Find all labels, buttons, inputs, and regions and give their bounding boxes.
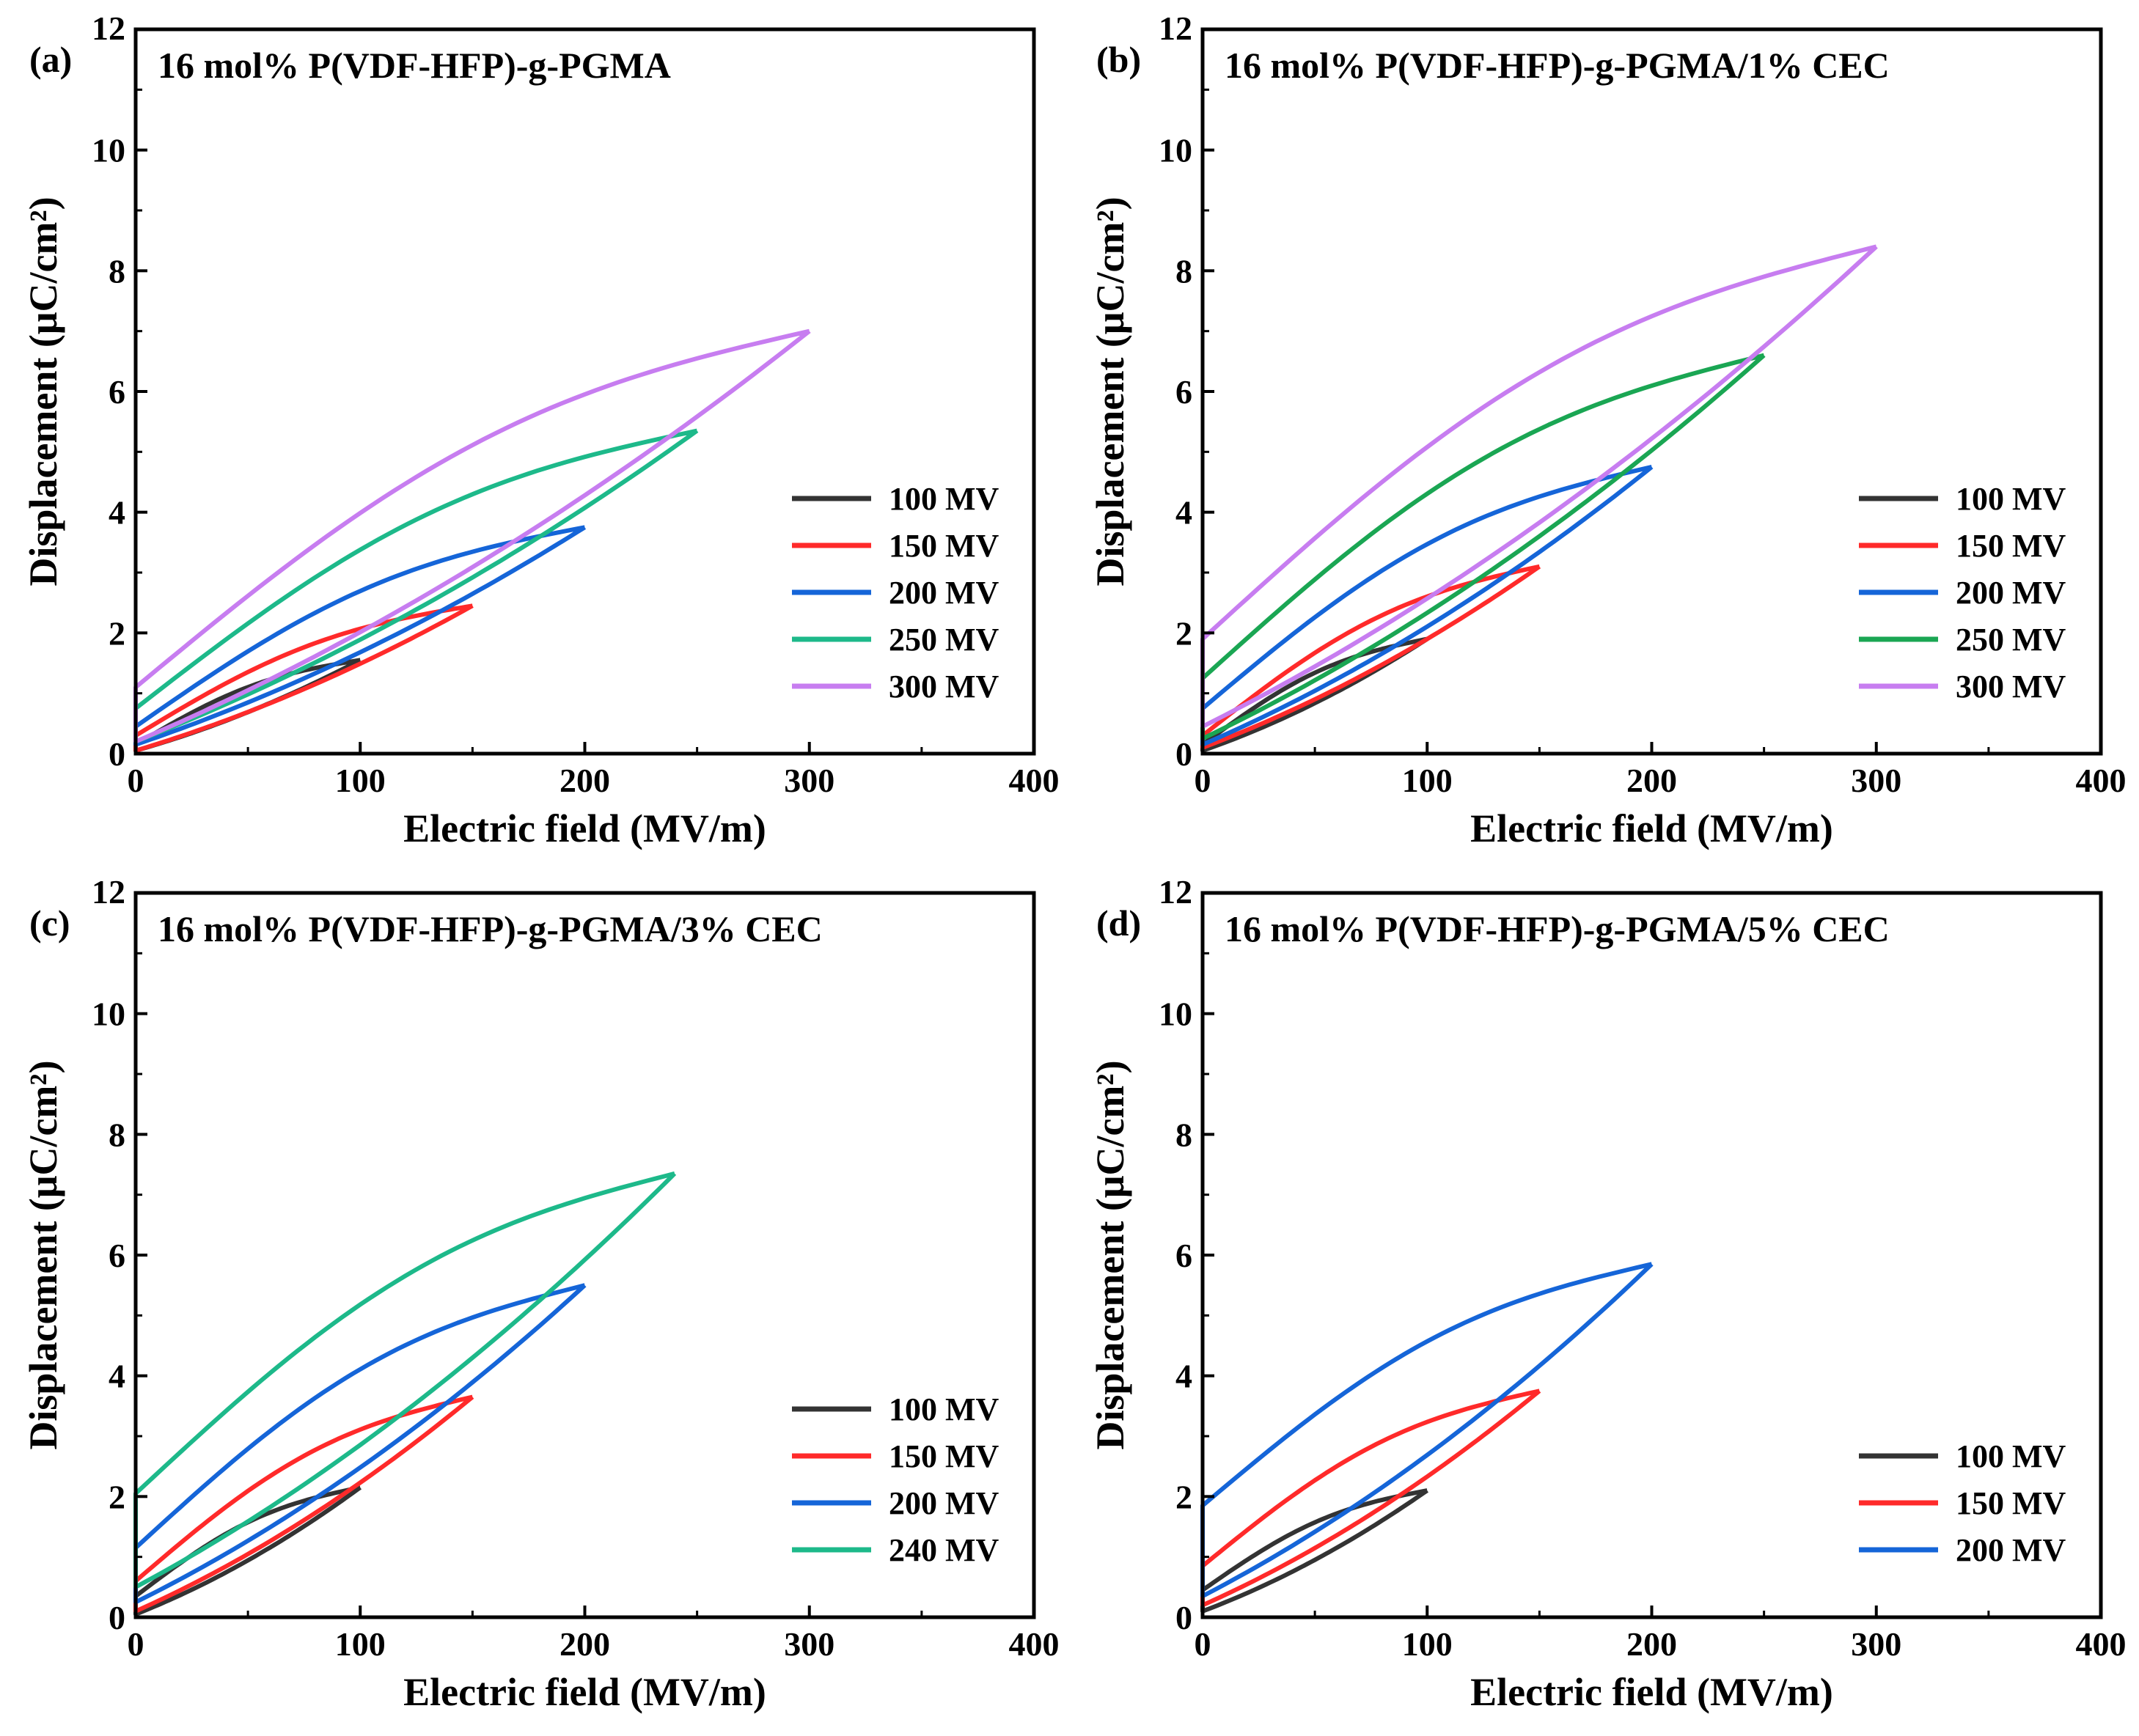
x-tick-label: 0 xyxy=(128,1625,144,1663)
y-axis-title: Displacement (μC/cm²) xyxy=(1088,196,1132,586)
legend-label: 150 MV xyxy=(889,1438,999,1474)
x-axis-title: Electric field (MV/m) xyxy=(1470,1670,1833,1714)
panel-d: 0 100 200 300 400 0 2 4 6 8 10 12 (d) 16 mol% P(VDF-H… xyxy=(1088,873,2127,1714)
loop-100-mv xyxy=(1200,1488,1429,1614)
y-tick-label: 6 xyxy=(109,373,125,411)
x-axis-title: Electric field (MV/m) xyxy=(1470,806,1833,850)
legend-label: 200 MV xyxy=(1956,1532,2066,1568)
y-axis-title: Displacement (μC/cm²) xyxy=(21,196,65,586)
x-tick-label: 0 xyxy=(1195,762,1211,799)
x-axis-title: Electric field (MV/m) xyxy=(403,1670,766,1714)
x-tick-label: 200 xyxy=(559,1625,610,1663)
y-tick-label: 4 xyxy=(1175,494,1192,532)
y-tick-label: 0 xyxy=(1175,1599,1192,1636)
panel-b: 0 100 200 300 400 0 2 4 6 8 10 12 (b) 16 mol% P(VDF-H… xyxy=(1088,10,2127,850)
panel-a: 0 100 200 300 400 0 2 4 6 8 10 12 (a) 16 mol% P(VDF-H… xyxy=(21,10,1060,850)
loop-300-mv xyxy=(1200,244,1878,729)
panel-c: 0 100 200 300 400 0 2 4 6 8 10 12 (c) 16 mol% P(VDF-H… xyxy=(21,873,1060,1714)
panel-letter: (c) xyxy=(29,902,70,944)
panel-letter: (d) xyxy=(1096,902,1141,944)
x-tick-label: 0 xyxy=(128,762,144,799)
y-tick-label: 0 xyxy=(109,1599,125,1636)
legend-label: 300 MV xyxy=(1956,669,2066,705)
y-tick-label: 2 xyxy=(1175,614,1192,652)
y-tick-label: 12 xyxy=(1159,873,1192,911)
y-tick-label: 4 xyxy=(109,1358,125,1395)
x-tick-label: 300 xyxy=(784,1625,834,1663)
legend-label: 100 MV xyxy=(1956,1438,2066,1474)
y-tick-label: 10 xyxy=(92,132,125,169)
legend-label: 250 MV xyxy=(889,622,999,658)
x-tick-label: 100 xyxy=(335,1625,386,1663)
legend-label: 100 MV xyxy=(889,1391,999,1427)
legend-label: 250 MV xyxy=(1956,622,2066,658)
y-axis-title: Displacement (μC/cm²) xyxy=(21,1060,65,1449)
y-tick-label: 12 xyxy=(1159,10,1192,47)
y-tick-label: 4 xyxy=(109,494,125,532)
loop-240-mv xyxy=(133,1171,677,1589)
legend-label: 150 MV xyxy=(1956,1485,2066,1521)
y-tick-label: 2 xyxy=(109,614,125,652)
x-tick-label: 100 xyxy=(1402,1625,1453,1663)
x-tick-label: 200 xyxy=(1626,1625,1677,1663)
loop-150-mv xyxy=(1200,1389,1541,1608)
y-tick-label: 4 xyxy=(1175,1358,1192,1395)
legend-label: 300 MV xyxy=(889,669,999,705)
y-tick-label: 2 xyxy=(1175,1478,1192,1515)
x-tick-label: 400 xyxy=(2076,1625,2127,1663)
legend-label: 100 MV xyxy=(889,481,999,517)
panel-title: 16 mol% P(VDF-HFP)-g-PGMA xyxy=(158,45,671,86)
x-tick-label: 200 xyxy=(559,762,610,799)
y-tick-label: 0 xyxy=(1175,735,1192,773)
legend-label: 200 MV xyxy=(889,1485,999,1521)
y-tick-label: 8 xyxy=(109,252,125,290)
y-tick-label: 12 xyxy=(92,873,125,911)
x-tick-label: 100 xyxy=(335,762,386,799)
y-tick-label: 10 xyxy=(1159,132,1192,169)
legend-label: 150 MV xyxy=(1956,528,2066,564)
legend-label: 200 MV xyxy=(1956,575,2066,611)
y-tick-label: 2 xyxy=(109,1478,125,1515)
y-tick-label: 8 xyxy=(1175,252,1192,290)
x-tick-label: 400 xyxy=(1009,762,1060,799)
panel-letter: (b) xyxy=(1096,39,1141,80)
panel-title: 16 mol% P(VDF-HFP)-g-PGMA/1% CEC xyxy=(1225,45,1890,86)
x-axis-title: Electric field (MV/m) xyxy=(403,806,766,850)
y-tick-label: 6 xyxy=(1175,373,1192,411)
y-tick-label: 12 xyxy=(92,10,125,47)
legend-label: 150 MV xyxy=(889,528,999,564)
x-tick-label: 300 xyxy=(1851,1625,1901,1663)
y-tick-label: 6 xyxy=(1175,1237,1192,1274)
y-tick-label: 10 xyxy=(92,996,125,1033)
x-tick-label: 400 xyxy=(1009,1625,1060,1663)
x-tick-label: 100 xyxy=(1402,762,1453,799)
legend-label: 100 MV xyxy=(1956,481,2066,517)
y-tick-label: 0 xyxy=(109,735,125,773)
panel-title: 16 mol% P(VDF-HFP)-g-PGMA/5% CEC xyxy=(1225,908,1890,949)
x-tick-label: 0 xyxy=(1195,1625,1211,1663)
x-tick-label: 400 xyxy=(2076,762,2127,799)
panel-letter: (a) xyxy=(29,39,72,80)
legend-label: 240 MV xyxy=(889,1532,999,1568)
y-tick-label: 10 xyxy=(1159,996,1192,1033)
y-tick-label: 6 xyxy=(109,1237,125,1274)
y-axis-title: Displacement (μC/cm²) xyxy=(1088,1060,1132,1449)
x-tick-label: 300 xyxy=(784,762,834,799)
x-tick-label: 200 xyxy=(1626,762,1677,799)
y-tick-label: 8 xyxy=(109,1116,125,1153)
panel-title: 16 mol% P(VDF-HFP)-g-PGMA/3% CEC xyxy=(158,908,823,949)
legend-label: 200 MV xyxy=(889,575,999,611)
y-tick-label: 8 xyxy=(1175,1116,1192,1153)
x-tick-label: 300 xyxy=(1851,762,1901,799)
